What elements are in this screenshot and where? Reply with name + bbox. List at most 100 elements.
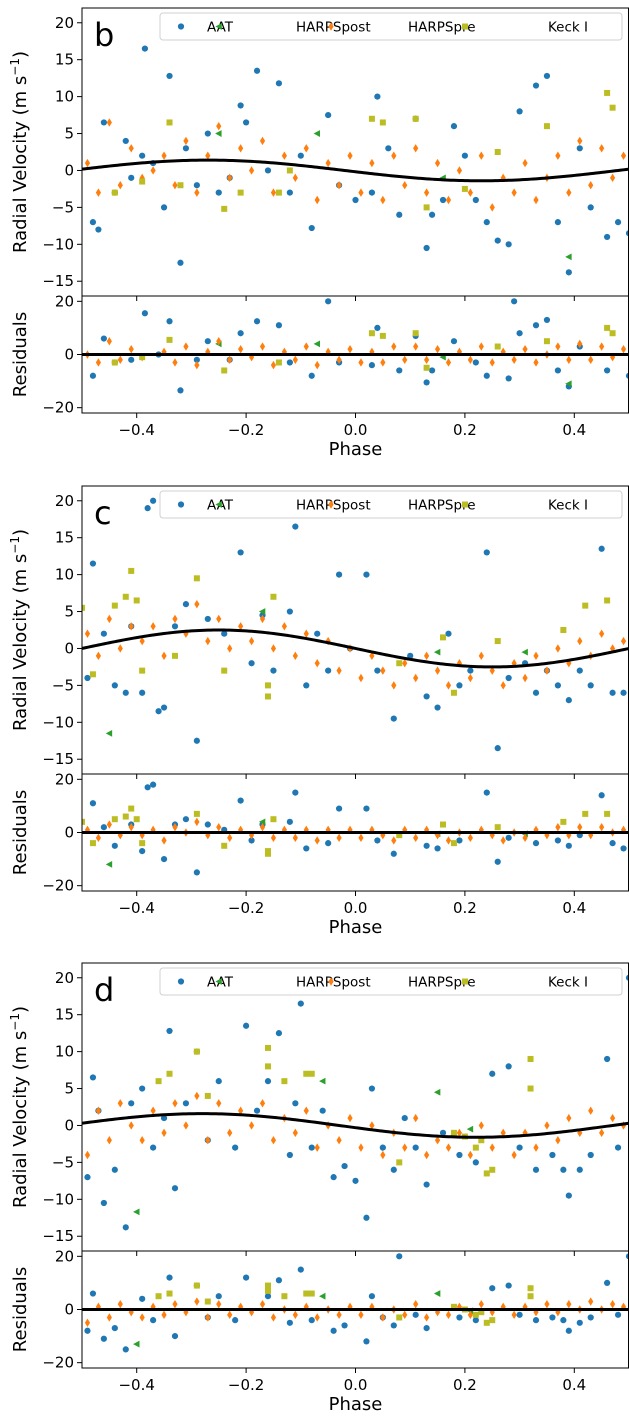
data-point-harpspre xyxy=(259,136,266,146)
residual-point-aat xyxy=(215,1293,222,1300)
data-point-harpspre xyxy=(216,1099,222,1108)
data-point-harpspre xyxy=(391,681,397,690)
data-point-harpspre xyxy=(84,629,91,638)
data-point-aat xyxy=(297,152,304,159)
data-point-keck-i xyxy=(166,119,173,126)
residual-point-aat xyxy=(434,845,441,852)
residual-point-harpspre xyxy=(303,342,309,351)
residual-point-aat xyxy=(100,1335,107,1342)
residual-point-harpspre xyxy=(489,358,495,367)
data-point-aat xyxy=(472,196,479,204)
data-point-harpspre xyxy=(402,181,408,190)
residual-point-harpspre xyxy=(391,836,397,845)
data-point-aat xyxy=(587,204,594,211)
x-axis-label: Phase xyxy=(329,1394,383,1414)
residual-point-aat xyxy=(604,1279,611,1287)
legend-marker-aat xyxy=(177,501,185,508)
data-point-harpspre xyxy=(216,121,222,131)
residual-point-aat xyxy=(549,1314,556,1321)
data-point-keck-i xyxy=(543,123,550,130)
data-point-harpspre xyxy=(358,673,364,683)
data-point-keck-i xyxy=(264,693,271,700)
data-point-keck-i xyxy=(133,597,140,604)
residual-point-aat xyxy=(193,356,200,363)
residual-point-aat xyxy=(297,1266,304,1273)
residual-point-harpspre xyxy=(227,833,233,843)
data-point-harpspre xyxy=(172,614,178,624)
residual-point-harpspre xyxy=(402,825,408,835)
data-point-harpspre xyxy=(577,1128,583,1138)
data-point-aat xyxy=(100,1199,107,1207)
data-point-keck-i xyxy=(423,204,430,211)
data-point-aat xyxy=(614,1144,622,1151)
data-point-harpspre xyxy=(369,651,375,661)
data-point-harpspre xyxy=(380,666,386,675)
data-point-aat xyxy=(549,1151,556,1159)
residual-point-harpspre xyxy=(270,833,277,843)
data-point-harpspre xyxy=(128,144,134,153)
residual-point-aat xyxy=(390,850,397,857)
residual-point-aat xyxy=(150,1317,157,1324)
x-tick-label: −0.2 xyxy=(228,899,264,917)
data-point-aat xyxy=(532,689,540,696)
residual-point-keck-i xyxy=(281,1293,288,1300)
residual-point-keck-i xyxy=(604,324,611,331)
data-point-harpspre xyxy=(292,651,298,661)
residual-point-harpspre xyxy=(566,830,572,840)
data-point-aat xyxy=(428,211,436,218)
residual-point-aat xyxy=(505,375,512,382)
data-point-harpspre xyxy=(588,1106,594,1115)
rv-y-tick-label: 5 xyxy=(64,125,74,143)
data-point-harpspre xyxy=(478,651,484,661)
residual-point-aat xyxy=(193,869,200,876)
residual-point-harpspre xyxy=(194,360,200,370)
data-point-harpspre xyxy=(467,673,473,683)
data-point-harpspre xyxy=(205,636,211,646)
rv-y-axis-label: Radial Velocity (m s−1) xyxy=(8,51,31,253)
residual-point-harpspre xyxy=(478,342,484,351)
data-point-harpspost xyxy=(433,648,441,656)
data-point-aat xyxy=(472,1159,479,1166)
rv-y-tick-label: 10 xyxy=(55,88,74,106)
data-point-harpspre xyxy=(347,151,353,160)
legend-label: Keck I xyxy=(548,20,588,36)
data-point-harpspre xyxy=(489,666,495,675)
data-point-aat xyxy=(215,189,222,196)
rv-y-tick-label: −15 xyxy=(42,1227,74,1245)
data-point-harpspre xyxy=(413,673,419,683)
data-point-aat xyxy=(483,219,490,226)
residual-point-aat xyxy=(565,1327,572,1334)
residual-point-keck-i xyxy=(582,810,589,817)
residual-point-harpspre xyxy=(424,1313,430,1322)
residual-point-keck-i xyxy=(412,330,419,337)
data-point-aat xyxy=(390,1166,397,1173)
rv-points-b xyxy=(82,45,629,276)
residuals-y-tick-label: 20 xyxy=(55,1247,74,1265)
data-point-aat xyxy=(264,1078,272,1085)
data-point-harpspre xyxy=(303,629,309,638)
data-point-keck-i xyxy=(264,682,271,689)
data-point-aat xyxy=(122,1224,129,1231)
data-point-aat xyxy=(483,549,490,556)
x-tick-label: −0.2 xyxy=(228,421,264,439)
data-point-keck-i xyxy=(489,1166,496,1173)
residual-point-keck-i xyxy=(111,816,118,823)
data-point-harpspre xyxy=(292,173,298,183)
data-point-harpspre xyxy=(161,1128,167,1138)
data-point-harpspre xyxy=(533,195,539,205)
residual-point-keck-i xyxy=(193,810,200,817)
residual-point-harpspre xyxy=(238,344,244,354)
data-point-aat xyxy=(89,219,97,226)
residual-point-aat xyxy=(598,792,605,799)
residual-point-keck-i xyxy=(139,354,146,361)
residual-point-harpspre xyxy=(325,825,331,835)
data-point-aat xyxy=(489,1070,496,1077)
data-point-aat xyxy=(363,571,370,578)
data-point-aat xyxy=(139,689,146,696)
data-point-aat xyxy=(160,1114,168,1122)
residual-point-harpspre xyxy=(292,833,298,843)
residual-point-harpspre xyxy=(227,1310,233,1320)
x-tick-label: 0.0 xyxy=(344,421,368,439)
data-point-aat xyxy=(543,72,551,80)
